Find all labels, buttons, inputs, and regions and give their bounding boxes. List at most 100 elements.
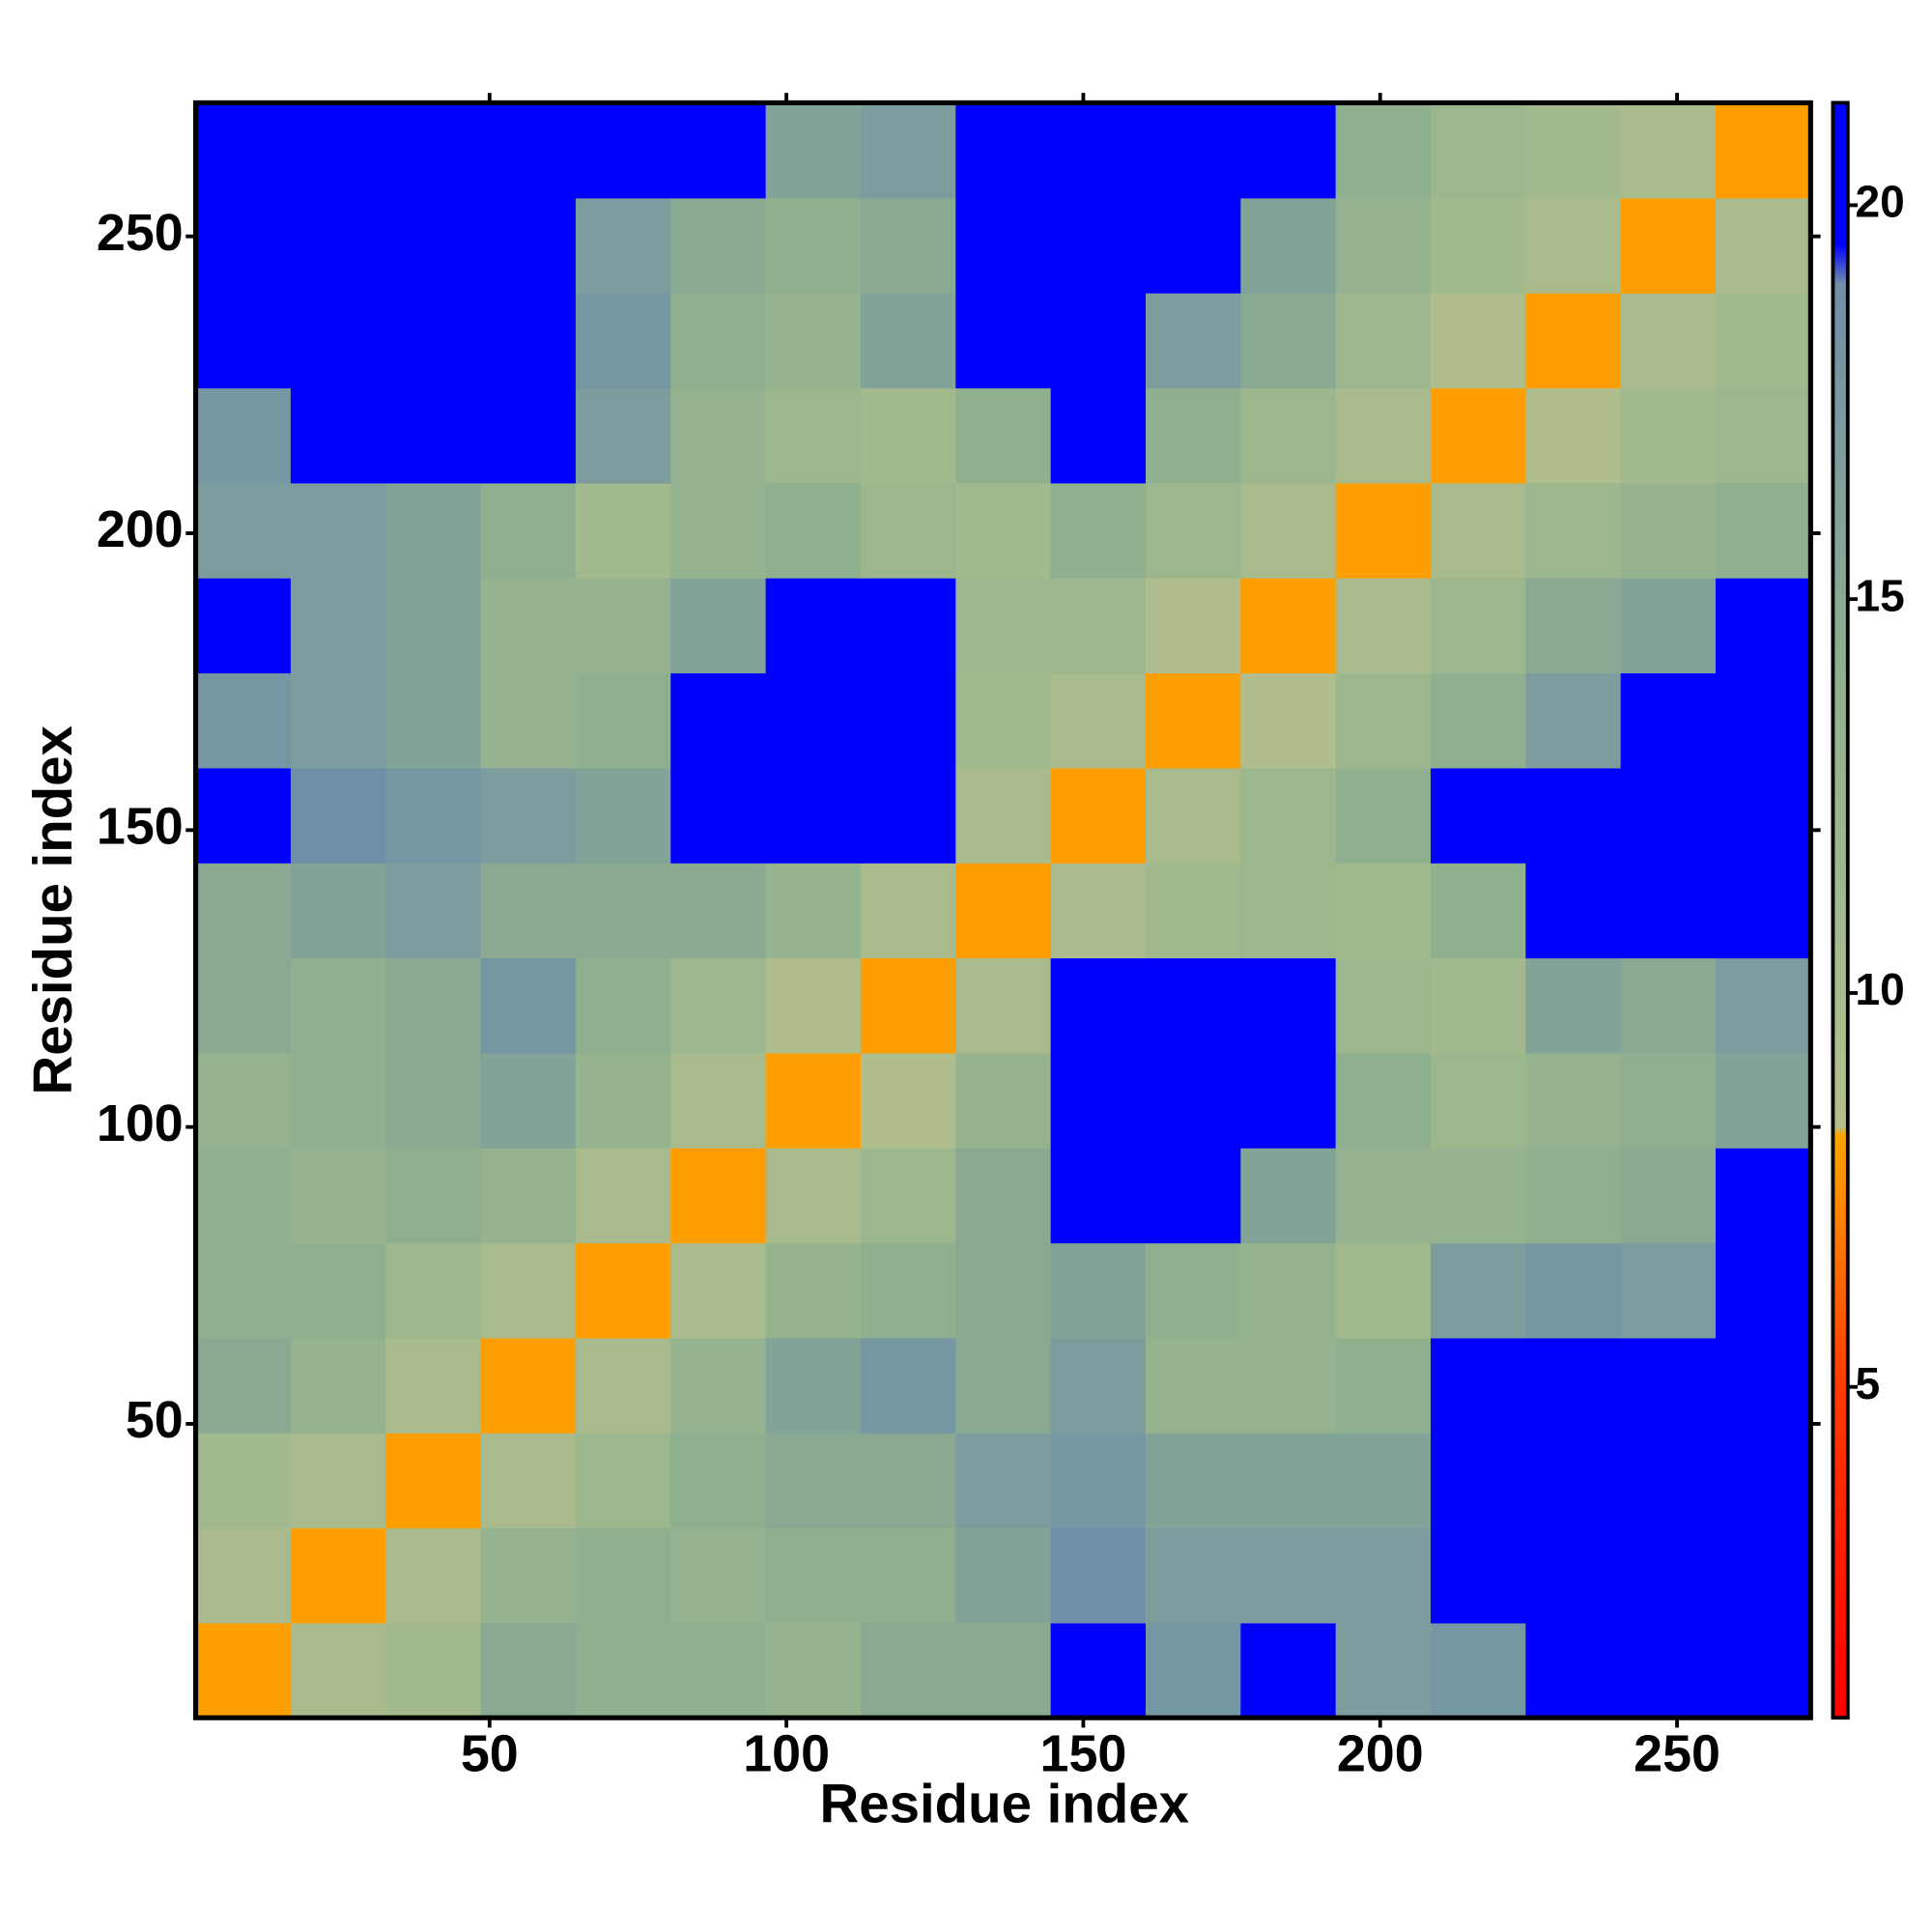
- heatmap-cell: [1145, 387, 1241, 484]
- heatmap-cell: [1430, 767, 1526, 864]
- heatmap-cell: [480, 482, 577, 579]
- heatmap-cell: [1430, 578, 1526, 674]
- heatmap-cell: [480, 863, 577, 959]
- heatmap-cell: [1050, 1052, 1147, 1149]
- heatmap-cell: [765, 482, 862, 579]
- heatmap-cell: [290, 863, 386, 959]
- heatmap-cell: [860, 767, 956, 864]
- heatmap-cell: [480, 1337, 577, 1434]
- heatmap-cell: [290, 1433, 386, 1529]
- heatmap-cell: [1620, 1052, 1717, 1149]
- heatmap-cell: [1335, 387, 1432, 484]
- heatmap-cell: [1620, 957, 1717, 1054]
- heatmap-cell: [480, 197, 577, 294]
- heatmap-cell: [195, 197, 292, 294]
- heatmap-cell: [575, 1148, 671, 1244]
- heatmap-cell: [1240, 767, 1337, 864]
- heatmap-cell: [1145, 863, 1241, 959]
- heatmap-cell: [670, 863, 767, 959]
- x-tick-label: 200: [1337, 1724, 1424, 1782]
- heatmap-cell: [575, 293, 671, 389]
- heatmap-cell: [1335, 672, 1432, 769]
- heatmap-cell: [955, 1433, 1052, 1529]
- heatmap-cell: [385, 863, 482, 959]
- heatmap-cell: [1525, 102, 1622, 199]
- heatmap-cell: [480, 957, 577, 1054]
- heatmap-cell: [1240, 1242, 1337, 1339]
- heatmap-cell: [765, 957, 862, 1054]
- heatmap-cell: [1716, 293, 1811, 389]
- heatmap-cell: [670, 387, 767, 484]
- heatmap-cell: [670, 293, 767, 389]
- heatmap-cell: [195, 672, 292, 769]
- x-tick-label: 100: [743, 1724, 830, 1782]
- heatmap-cell: [765, 1527, 862, 1624]
- heatmap-cell: [670, 197, 767, 294]
- heatmap-cell: [385, 1622, 482, 1719]
- heatmap-cell: [290, 957, 386, 1054]
- heatmap-cell: [860, 293, 956, 389]
- heatmap-cell: [1525, 1433, 1622, 1529]
- heatmap-cell: [480, 578, 577, 674]
- heatmap-cell: [290, 672, 386, 769]
- heatmap-cell: [1335, 1337, 1432, 1434]
- heatmap-cell: [955, 1148, 1052, 1244]
- heatmap-cell: [1050, 482, 1147, 579]
- heatmap-cell: [1145, 1622, 1241, 1719]
- heatmap-cell: [955, 1527, 1052, 1624]
- heatmap-cell: [955, 197, 1052, 294]
- heatmap-cell: [1716, 1052, 1811, 1149]
- heatmap-cell: [290, 1242, 386, 1339]
- heatmap-cell: [1430, 1527, 1526, 1624]
- heatmap-cell: [1050, 672, 1147, 769]
- heatmap-cell: [1620, 293, 1717, 389]
- heatmap-cell: [195, 293, 292, 389]
- heatmap-cell: [480, 293, 577, 389]
- x-tick-label: 250: [1634, 1724, 1720, 1782]
- heatmap-cell: [385, 102, 482, 199]
- heatmap-cell: [860, 1433, 956, 1529]
- heatmap-cell: [1525, 1527, 1622, 1624]
- heatmap-cell: [575, 1052, 671, 1149]
- heatmap-cell: [1716, 197, 1811, 294]
- heatmap-cell: [1240, 1527, 1337, 1624]
- heatmap-cell: [290, 1527, 386, 1624]
- heatmap-cell: [1145, 767, 1241, 864]
- heatmap-cell: [195, 767, 292, 864]
- heatmap-cell: [1716, 1148, 1811, 1244]
- heatmap-cell: [1050, 1337, 1147, 1434]
- heatmap-cell: [1716, 578, 1811, 674]
- heatmap-cell: [1716, 863, 1811, 959]
- heatmap-cell: [1525, 1148, 1622, 1244]
- heatmap-cell: [195, 1242, 292, 1339]
- heatmap-cell: [385, 672, 482, 769]
- heatmap-cell: [765, 767, 862, 864]
- heatmap-cell: [290, 387, 386, 484]
- heatmap-cell: [290, 1052, 386, 1149]
- heatmap-cell: [1050, 1433, 1147, 1529]
- heatmap-cell: [290, 1337, 386, 1434]
- heatmap-cell: [575, 197, 671, 294]
- heatmap-cell: [1145, 1052, 1241, 1149]
- heatmap-cell: [1145, 578, 1241, 674]
- heatmap-cell: [1145, 1527, 1241, 1624]
- heatmap-cell: [480, 387, 577, 484]
- heatmap-cell: [385, 1242, 482, 1339]
- heatmap-cell: [1716, 387, 1811, 484]
- heatmap-cell: [1335, 578, 1432, 674]
- heatmap-cell: [1050, 1148, 1147, 1244]
- heatmap-cell: [575, 672, 671, 769]
- heatmap-cell: [385, 197, 482, 294]
- heatmap-cell: [1050, 1242, 1147, 1339]
- heatmap-cell: [860, 1622, 956, 1719]
- heatmap-cell: [1145, 957, 1241, 1054]
- heatmap-cell: [1240, 578, 1337, 674]
- heatmap-cell: [1620, 1242, 1717, 1339]
- heatmap-cell: [765, 672, 862, 769]
- y-tick-label: 100: [97, 1094, 184, 1152]
- heatmap-cell: [670, 1242, 767, 1339]
- heatmap-cell: [1716, 1242, 1811, 1339]
- heatmap-cell: [1240, 197, 1337, 294]
